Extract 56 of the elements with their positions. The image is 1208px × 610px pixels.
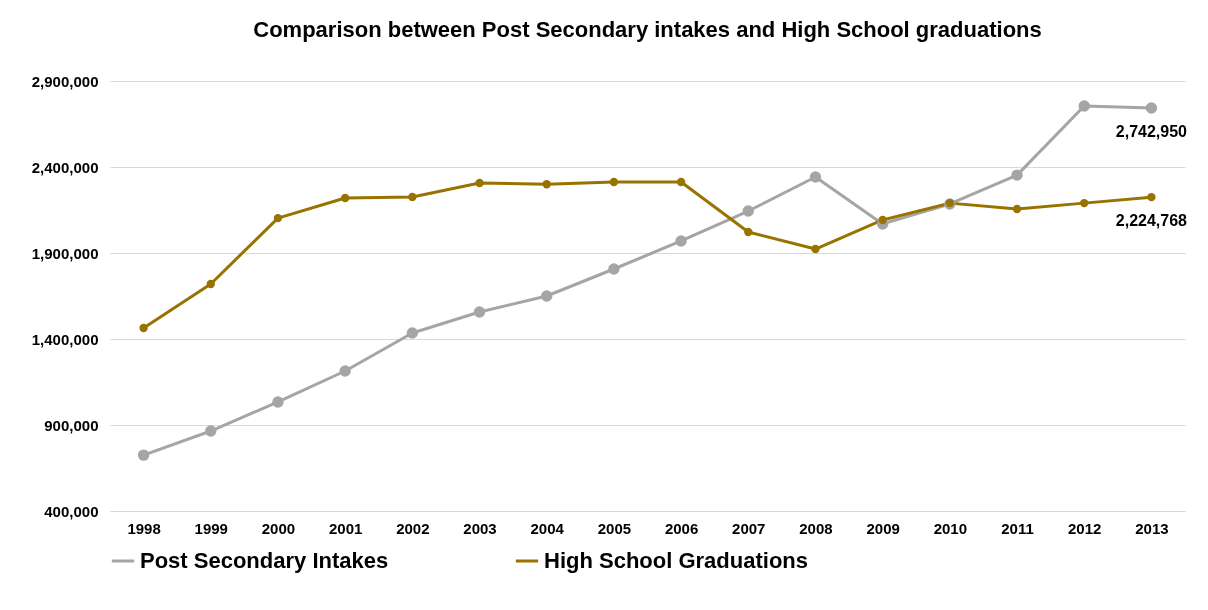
x-tick-label: 2006 bbox=[664, 519, 699, 537]
x-tick-label: 2008 bbox=[799, 519, 833, 537]
point bbox=[1145, 102, 1158, 114]
point bbox=[273, 213, 283, 223]
point bbox=[205, 425, 217, 437]
point bbox=[1078, 100, 1090, 112]
x-tick-label: 2009 bbox=[866, 519, 900, 537]
y-tick-label: 900,000 bbox=[44, 416, 99, 434]
point bbox=[408, 192, 417, 202]
point bbox=[137, 449, 150, 461]
point bbox=[339, 365, 351, 377]
point bbox=[675, 235, 687, 247]
y-tick-label: 1,400,000 bbox=[31, 330, 99, 348]
point bbox=[676, 177, 686, 187]
y-tick-label: 2,900,000 bbox=[31, 72, 99, 90]
y-tick-label: 400,000 bbox=[44, 502, 99, 520]
x-tick-label: 2000 bbox=[261, 519, 296, 537]
point bbox=[139, 323, 148, 333]
x-tick-label: 2011 bbox=[1001, 519, 1034, 537]
x-tick-label: 2005 bbox=[597, 519, 632, 537]
y-tick-label: 1,900,000 bbox=[31, 244, 99, 262]
x-tick-label: 2003 bbox=[463, 519, 497, 537]
point bbox=[340, 193, 350, 203]
x-tick-label: 2004 bbox=[530, 519, 565, 537]
point bbox=[406, 327, 419, 339]
x-tick-label: 1998 bbox=[127, 519, 161, 537]
point bbox=[475, 178, 484, 188]
x-tick-label: 1999 bbox=[194, 519, 228, 537]
point bbox=[811, 244, 820, 254]
x-tick-label: 2013 bbox=[1135, 519, 1169, 537]
x-tick-label: 2001 bbox=[328, 519, 363, 537]
point bbox=[272, 396, 284, 408]
x-tick-label: 2012 bbox=[1068, 519, 1102, 537]
point bbox=[608, 263, 620, 275]
data-label: 2,742,950 bbox=[1115, 123, 1188, 141]
point bbox=[206, 279, 215, 289]
x-tick-label: 2002 bbox=[396, 519, 430, 537]
x-tick-label: 2007 bbox=[732, 519, 766, 537]
point bbox=[473, 306, 486, 318]
point bbox=[742, 205, 754, 217]
point bbox=[1080, 198, 1089, 208]
point bbox=[1012, 204, 1022, 214]
point bbox=[541, 290, 553, 302]
legend-label: Post Secondary Intakes bbox=[140, 548, 389, 573]
chart-title: Comparison between Post Secondary intakes and High School graduations bbox=[253, 17, 1042, 42]
data-label: 2,224,768 bbox=[1115, 212, 1188, 230]
point bbox=[878, 215, 887, 225]
point bbox=[1011, 169, 1023, 181]
legend-label: High School Graduations bbox=[544, 548, 809, 573]
x-tick-label: 2010 bbox=[933, 519, 968, 537]
y-tick-label: 2,400,000 bbox=[31, 158, 99, 176]
point bbox=[809, 171, 822, 183]
point bbox=[609, 177, 619, 187]
point bbox=[542, 180, 551, 189]
point bbox=[1147, 192, 1156, 202]
point bbox=[744, 227, 753, 237]
